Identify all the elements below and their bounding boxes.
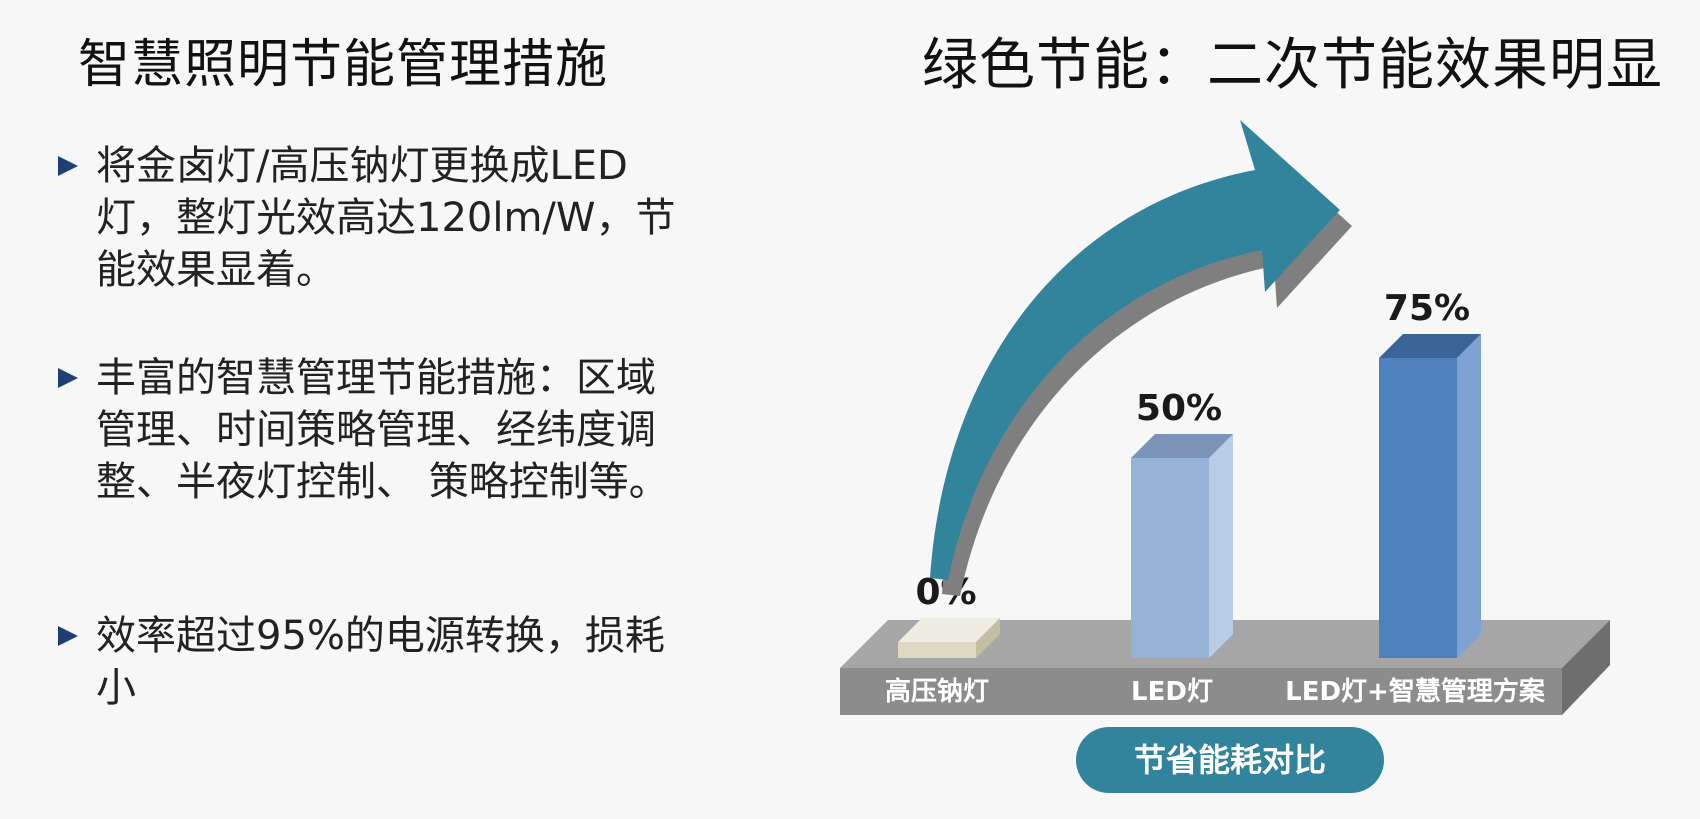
chart-title: 绿色节能：二次节能效果明显 [922,33,1663,98]
bar-group: 0%50%75% [898,288,1481,658]
bar-top [898,618,1000,642]
bullet-text: 效率超过95%的电源转换，损耗小 [96,613,665,711]
bar-top [1379,334,1481,358]
bar-side [1457,334,1481,658]
bar-side [1209,434,1233,658]
bar [898,642,976,658]
footer-label-pill: 节省能耗对比 [1076,727,1384,793]
bullet-text: 将金卤灯/高压钠灯更换成LED灯，整灯光效高达120lm/W，节能效果显着。 [96,143,676,293]
bar-side [976,618,1000,658]
category-label: LED灯+智慧管理方案 [1285,676,1546,707]
triangle-bullet-icon [58,156,78,176]
bullet-text: 丰富的智慧管理节能措施：区域管理、时间策略管理、经纬度调整、半夜灯控制、 策略控… [96,355,669,505]
bullet-item: 丰富的智慧管理节能措施：区域管理、时间策略管理、经纬度调整、半夜灯控制、 策略控… [58,352,678,508]
bullet-list: 将金卤灯/高压钠灯更换成LED灯，整灯光效高达120lm/W，节能效果显着。 丰… [0,0,700,815]
footer-label: 节省能耗对比 [1134,741,1326,779]
bullet-item: 效率超过95%的电源转换，损耗小 [58,610,678,714]
bar-value-label: 75% [1384,288,1470,329]
bar-top [1131,434,1233,458]
growth-arrow-icon [930,120,1340,580]
growth-arrow [930,120,1352,596]
triangle-bullet-icon [58,626,78,646]
left-page-title: 智慧照明节能管理措施 [78,35,609,95]
category-label: 高压钠灯 [885,676,989,707]
category-label: LED灯 [1131,677,1213,707]
chart-base-side [1562,620,1610,715]
footer-pill-shape [1076,727,1384,793]
bar [1131,458,1209,658]
bar [1379,358,1457,658]
chart-base-front [840,668,1562,715]
category-labels: 高压钠灯 LED灯 LED灯+智慧管理方案 [885,676,1546,707]
bar-value-label: 50% [1136,388,1222,429]
triangle-bullet-icon [58,368,78,388]
bullet-item: 将金卤灯/高压钠灯更换成LED灯，整灯光效高达120lm/W，节能效果显着。 [58,140,678,296]
